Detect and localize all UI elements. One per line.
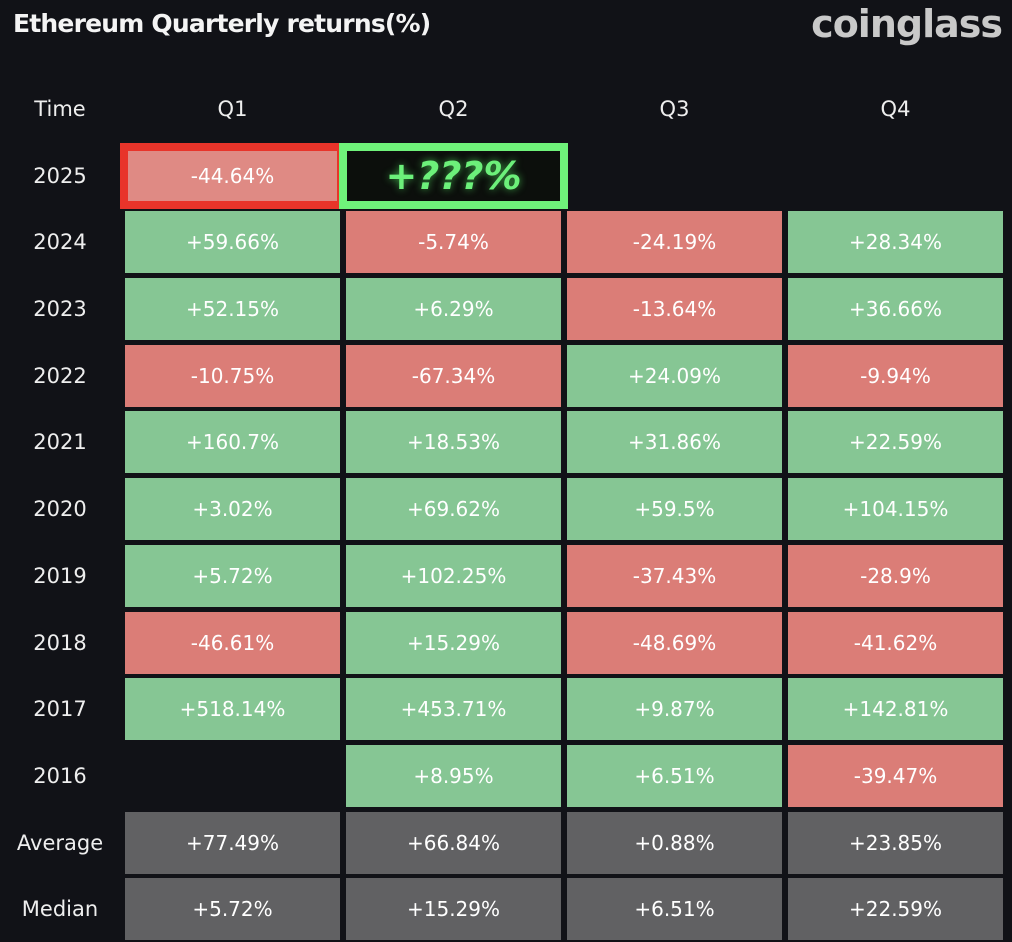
return-cell-2023-q2: +6.29% [346, 278, 561, 341]
average-cell-q2: +66.84% [346, 811, 561, 874]
row-label-2018: 2018 [33, 630, 87, 655]
return-cell-2023-q4: +36.66% [788, 278, 1003, 341]
return-cell-2022-q1: -10.75% [125, 344, 340, 407]
return-cell-2016-q2: +8.95% [346, 744, 561, 807]
return-cell-2019-q2: +102.25% [346, 544, 561, 607]
row-label-average: Average [16, 830, 104, 855]
return-cell-2019-q3: -37.43% [567, 544, 782, 607]
average-cell-q1: +77.49% [125, 811, 340, 874]
row-label-2016: 2016 [33, 763, 87, 788]
return-cell-2020-q2: +69.62% [346, 478, 561, 541]
row-label-2017: 2017 [33, 697, 87, 722]
return-cell-2018-q1: -46.61% [125, 611, 340, 674]
return-cell-2025-q3 [567, 145, 782, 207]
return-cell-2017-q2: +453.71% [346, 678, 561, 741]
return-cell-2024-q1: +59.66% [125, 211, 340, 274]
column-header-q1: Q1 [217, 97, 248, 121]
row-label-median: Median [21, 897, 99, 922]
return-cell-2021-q2: +18.53% [346, 411, 561, 474]
column-header-q4: Q4 [880, 97, 911, 121]
average-cell-q3: +0.88% [567, 811, 782, 874]
return-cell-2020-q3: +59.5% [567, 478, 782, 541]
column-header-q3: Q3 [659, 97, 690, 121]
median-cell-q3: +6.51% [567, 878, 782, 941]
return-cell-2019-q4: -28.9% [788, 544, 1003, 607]
return-cell-2024-q4: +28.34% [788, 211, 1003, 274]
return-cell-2018-q2: +15.29% [346, 611, 561, 674]
median-cell-q4: +22.59% [788, 878, 1003, 941]
median-cell-q2: +15.29% [346, 878, 561, 941]
return-cell-2025-q4 [788, 145, 1003, 207]
return-cell-2016-q1 [125, 745, 340, 807]
return-cell-2016-q4: -39.47% [788, 744, 1003, 807]
row-label-2023: 2023 [33, 297, 87, 322]
return-cell-2023-q1: +52.15% [125, 278, 340, 341]
row-label-2020: 2020 [33, 497, 87, 522]
return-cell-2022-q2: -67.34% [346, 344, 561, 407]
return-cell-2025-q2: +???% [339, 142, 568, 209]
return-cell-2024-q2: -5.74% [346, 211, 561, 274]
row-label-2025: 2025 [33, 163, 87, 188]
return-cell-2022-q3: +24.09% [567, 344, 782, 407]
return-cell-2020-q4: +104.15% [788, 478, 1003, 541]
return-cell-2018-q3: -48.69% [567, 611, 782, 674]
column-header-time: Time [34, 97, 86, 121]
row-label-2024: 2024 [33, 230, 87, 255]
return-cell-2021-q4: +22.59% [788, 411, 1003, 474]
row-label-2019: 2019 [33, 563, 87, 588]
coinglass-logo: coinglass [811, 2, 1003, 46]
return-cell-2018-q4: -41.62% [788, 611, 1003, 674]
return-cell-2017-q3: +9.87% [567, 678, 782, 741]
row-label-2021: 2021 [33, 430, 87, 455]
median-cell-q1: +5.72% [125, 878, 340, 941]
return-cell-2019-q1: +5.72% [125, 544, 340, 607]
return-cell-2020-q1: +3.02% [125, 478, 340, 541]
return-cell-2016-q3: +6.51% [567, 744, 782, 807]
returns-table: Time Q1 Q2 Q3 Q4 2025 -44.64% +???% 2024 +59.66% -… [0, 78, 1004, 941]
return-cell-2022-q4: -9.94% [788, 344, 1003, 407]
return-cell-2017-q4: +142.81% [788, 678, 1003, 741]
return-cell-2023-q3: -13.64% [567, 278, 782, 341]
return-cell-2024-q3: -24.19% [567, 211, 782, 274]
return-cell-2017-q1: +518.14% [125, 678, 340, 741]
return-cell-2021-q1: +160.7% [125, 411, 340, 474]
column-header-q2: Q2 [438, 97, 469, 121]
average-cell-q4: +23.85% [788, 811, 1003, 874]
return-cell-2025-q1: -44.64% [120, 142, 345, 209]
chart-title: Ethereum Quarterly returns(%) [13, 9, 431, 38]
return-cell-2021-q3: +31.86% [567, 411, 782, 474]
row-label-2022: 2022 [33, 363, 87, 388]
